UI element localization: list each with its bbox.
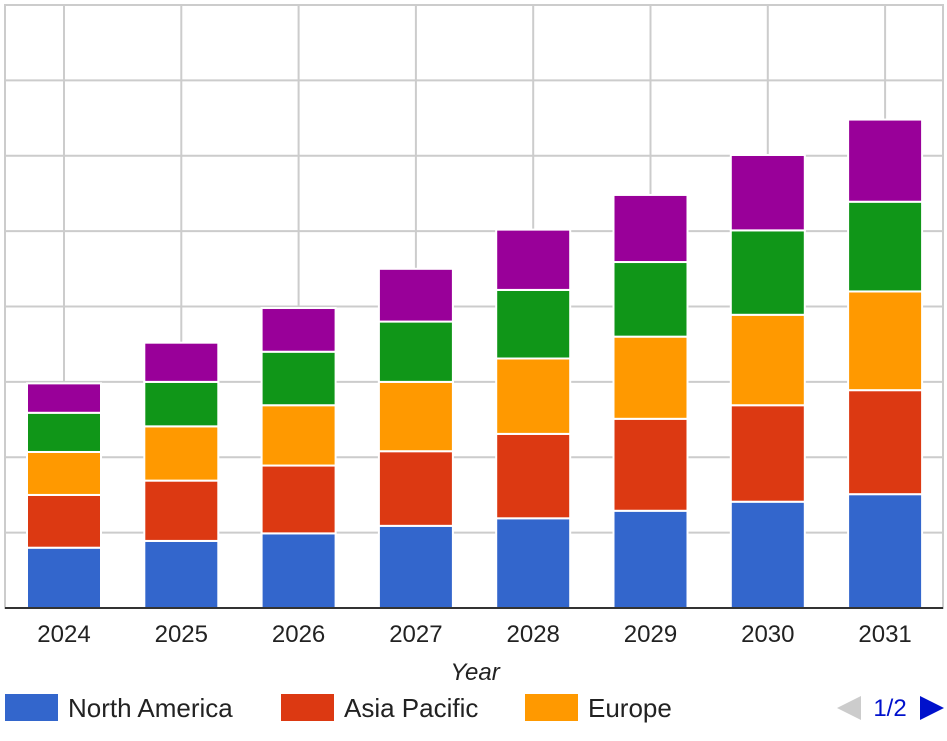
bar-segment-2029-series-4[interactable]	[612, 261, 689, 338]
bar-segment-2031-series-1[interactable]	[847, 493, 924, 609]
bar-segment-2025-series-1[interactable]	[143, 539, 220, 610]
bar-segment-2028-series-2[interactable]	[495, 432, 572, 520]
bar-segment-2027-series-1[interactable]	[377, 524, 454, 609]
bar-segment-2027-series-2[interactable]	[377, 450, 454, 527]
bar-segment-2030-series-4[interactable]	[729, 229, 806, 316]
bar-segment-2028-series-4[interactable]	[495, 288, 572, 360]
x-tick-label-2025: 2025	[155, 621, 208, 648]
bar-segment-2024-series-2[interactable]	[26, 493, 102, 549]
bar-segment-2025-series-4[interactable]	[143, 380, 220, 428]
legend-page-indicator: 1/2	[873, 695, 906, 722]
legend-swatch-3	[525, 694, 578, 721]
bar-segment-2026-series-3[interactable]	[260, 404, 337, 467]
x-tick-label-2031: 2031	[858, 621, 911, 648]
x-tick-label-2030: 2030	[741, 621, 794, 648]
bar-segment-2030-series-1[interactable]	[729, 500, 806, 609]
bar-segment-2025-series-2[interactable]	[143, 479, 220, 542]
bar-series	[26, 118, 924, 610]
bar-segment-2024-series-1[interactable]	[26, 546, 102, 610]
legend-label-2: Asia Pacific	[344, 693, 478, 723]
bar-segment-2030-series-3[interactable]	[729, 313, 806, 407]
legend-swatch-1	[5, 694, 58, 721]
legend-label-1: North America	[68, 693, 233, 723]
x-tick-label-2027: 2027	[389, 621, 442, 648]
bar-segment-2025-series-5[interactable]	[143, 341, 220, 383]
x-tick-label-2024: 2024	[37, 621, 90, 648]
bar-segment-2028-series-1[interactable]	[495, 517, 572, 610]
bar-segment-2026-series-1[interactable]	[260, 532, 337, 609]
x-axis-tick-labels: 2024 2025 2026 2027 2028 2029 2030 2031	[37, 621, 911, 648]
bar-segment-2031-series-5[interactable]	[847, 118, 924, 203]
legend: North America Asia Pacific Europe	[5, 693, 672, 723]
bar-segment-2024-series-3[interactable]	[26, 450, 102, 496]
bar-segment-2026-series-5[interactable]	[260, 307, 337, 353]
bar-segment-2029-series-2[interactable]	[612, 417, 689, 512]
bar-segment-2026-series-2[interactable]	[260, 464, 337, 535]
x-tick-label-2028: 2028	[507, 621, 560, 648]
bar-segment-2027-series-5[interactable]	[377, 267, 454, 323]
bar-segment-2028-series-3[interactable]	[495, 357, 572, 435]
bar-segment-2028-series-5[interactable]	[495, 228, 572, 291]
bar-segment-2025-series-3[interactable]	[143, 425, 220, 482]
x-tick-label-2029: 2029	[624, 621, 677, 648]
legend-pager: 1/2	[837, 695, 944, 722]
bar-segment-2030-series-2[interactable]	[729, 404, 806, 503]
bar-segment-2026-series-4[interactable]	[260, 350, 337, 407]
bar-segment-2029-series-3[interactable]	[612, 335, 689, 420]
legend-prev-page-button[interactable]	[837, 696, 861, 720]
bar-segment-2030-series-5[interactable]	[729, 153, 806, 232]
bar-segment-2027-series-4[interactable]	[377, 320, 454, 383]
bar-segment-2031-series-2[interactable]	[847, 389, 924, 496]
bar-segment-2031-series-3[interactable]	[847, 290, 924, 392]
bar-segment-2029-series-1[interactable]	[612, 509, 689, 609]
x-axis-title: Year	[450, 659, 500, 686]
legend-label-3: Europe	[588, 693, 672, 723]
legend-next-page-button[interactable]	[920, 696, 944, 720]
bar-segment-2024-series-4[interactable]	[26, 411, 102, 453]
legend-swatch-2	[281, 694, 334, 721]
bar-segment-2029-series-5[interactable]	[612, 193, 689, 264]
bar-segment-2027-series-3[interactable]	[377, 380, 454, 453]
bar-segment-2031-series-4[interactable]	[847, 200, 924, 293]
x-tick-label-2026: 2026	[272, 621, 325, 648]
bar-segment-2024-series-5[interactable]	[26, 382, 102, 414]
